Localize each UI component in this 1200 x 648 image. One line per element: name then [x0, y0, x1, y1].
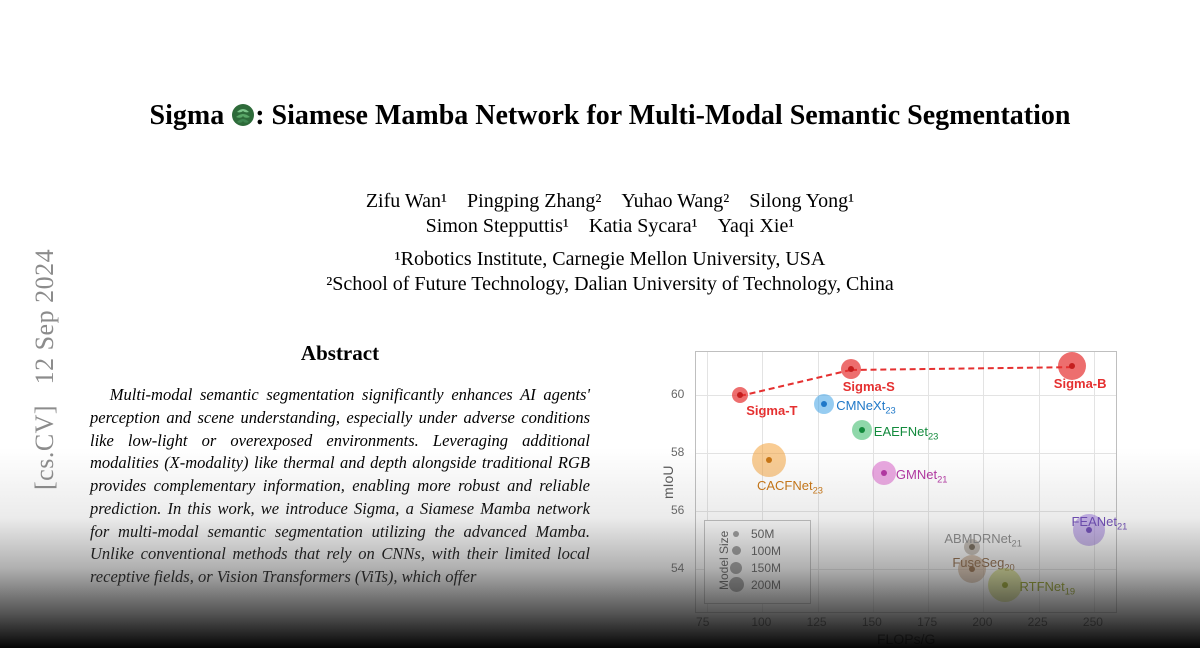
legend-title: Model Size [717, 531, 731, 590]
xtick-label: 200 [972, 615, 992, 629]
ytick-label: 54 [671, 561, 684, 575]
title-block: Sigma : Siamese Mamba Network for Multi-… [80, 0, 1140, 296]
ytick-label: 58 [671, 445, 684, 459]
chart-point-label: CACFNet23 [757, 478, 823, 496]
authors: Zifu Wan¹ Pingping Zhang² Yuhao Wang² Si… [80, 190, 1140, 238]
chart-point-label: GMNet21 [896, 467, 948, 485]
affiliations: ¹Robotics Institute, Carnegie Mellon Uni… [80, 248, 1140, 296]
x-axis-label: FLOPs/G [877, 631, 935, 647]
arxiv-tag: [cs.CV] 12 Sep 2024 [30, 249, 60, 490]
chart-point-core [1069, 363, 1075, 369]
abstract-heading: Abstract [90, 341, 590, 366]
authors-line1: Zifu Wan¹ Pingping Zhang² Yuhao Wang² Si… [80, 190, 1140, 213]
chart-point-core [766, 457, 772, 463]
gridline-h [696, 395, 1116, 396]
affil-line1: ¹Robotics Institute, Carnegie Mellon Uni… [80, 248, 1140, 271]
sigma-trend-line [740, 369, 851, 397]
xtick-label: 125 [807, 615, 827, 629]
chart-point-label: Sigma-T [746, 403, 797, 418]
abstract-body: Multi-modal semantic segmentation signif… [90, 384, 590, 589]
chart-plot-area: Sigma-T Sigma-S Sigma-B CMNeXt23 EAEFNet23 CA… [695, 351, 1117, 613]
authors-line2: Simon Stepputtis¹ Katia Sycara¹ Yaqi Xie… [80, 215, 1140, 238]
scatter-chart: Sigma-T Sigma-S Sigma-B CMNeXt23 EAEFNet23 CA… [620, 341, 1140, 631]
xtick-label: 250 [1083, 615, 1103, 629]
chart-point-core [881, 470, 887, 476]
model-size-legend: Model Size 50M 100M 150M 200M [704, 520, 811, 604]
gridline-h [696, 511, 1116, 512]
legend-dot-icon [730, 562, 742, 574]
title-suffix: : Siamese Mamba Network for Multi-Modal … [255, 100, 1070, 131]
xtick-label: 175 [917, 615, 937, 629]
chart-point-core [821, 401, 827, 407]
snake-icon [231, 103, 255, 135]
legend-label: 100M [751, 544, 781, 558]
legend-label: 150M [751, 561, 781, 575]
legend-label: 200M [751, 578, 781, 592]
columns: Abstract Multi-modal semantic segmentati… [80, 341, 1140, 631]
gridline-v [1039, 352, 1040, 612]
y-axis-label: mIoU [660, 466, 676, 499]
paper-title: Sigma : Siamese Mamba Network for Multi-… [80, 100, 1140, 135]
ytick-label: 60 [671, 387, 684, 401]
chart-point-label: RTFNet19 [1019, 579, 1075, 597]
chart-point-label: Sigma-B [1054, 376, 1107, 391]
legend-label: 50M [751, 527, 774, 541]
legend-dot-icon [732, 546, 741, 555]
chart-point-label: ABMDRNet21 [944, 531, 1022, 549]
chart-point-label: Sigma-S [843, 379, 895, 394]
chart-point-label: FEANet21 [1071, 514, 1127, 532]
chart-point-core [848, 366, 854, 372]
xtick-label: 100 [751, 615, 771, 629]
xtick-label: 225 [1028, 615, 1048, 629]
title-prefix: Sigma [150, 100, 225, 131]
affil-line2: ²School of Future Technology, Dalian Uni… [80, 273, 1140, 296]
chart-point-core [737, 392, 743, 398]
legend-dot-icon [733, 531, 739, 537]
paper-page: Sigma : Siamese Mamba Network for Multi-… [80, 0, 1140, 648]
chart-point-label: EAEFNet23 [874, 424, 939, 442]
chart-point-label: CMNeXt23 [836, 398, 896, 416]
chart-point-core [859, 427, 865, 433]
ytick-label: 56 [671, 503, 684, 517]
figure-column: Sigma-T Sigma-S Sigma-B CMNeXt23 EAEFNet23 CA… [620, 341, 1140, 631]
xtick-label: 75 [696, 615, 709, 629]
xtick-label: 150 [862, 615, 882, 629]
chart-point-core [1002, 582, 1008, 588]
abstract-column: Abstract Multi-modal semantic segmentati… [80, 341, 590, 631]
